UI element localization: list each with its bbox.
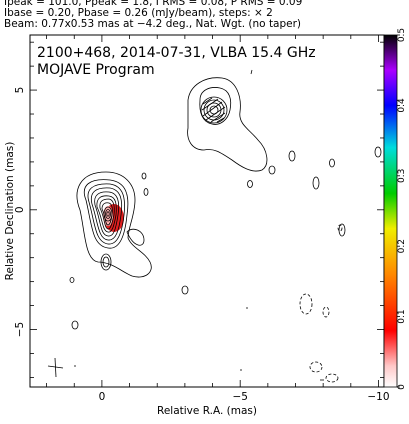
chart-subtitle: MOJAVE Program [37,62,155,78]
axis-tick-labels: 0 −5 −10 −5 0 5 [14,87,390,403]
colorbar-tick-label: 0.5 [397,28,407,42]
beam-marker [47,357,64,378]
colorbar-tick-label: 0.1 [397,309,407,323]
header-line-1: Ipeak = 101.0, Ppeak = 1.8, I RMS = 0.08… [4,0,303,8]
x-axis-label: Relative R.A. (mas) [157,405,257,417]
y-tick-label: −5 [14,322,26,337]
colorbar [383,34,398,388]
plot-frame [29,34,385,388]
x-tick-label: 0 [99,391,106,403]
colorbar-tick-label: 0.4 [397,98,407,113]
y-tick-label: 5 [14,87,26,94]
header-line-3: Beam: 0.77x0.53 mas at −4.2 deg., Nat. W… [4,18,302,30]
noise-contours [69,69,382,381]
y-axis-label: Relative Declination (mas) [4,142,16,281]
colorbar-tick-label: 0.3 [397,169,407,183]
chart-title: 2100+468, 2014-07-31, VLBA 15.4 GHz [37,45,316,61]
colorbar-tick-label: 0 [397,384,407,390]
map-content [47,69,382,383]
negative-contours [299,224,343,383]
jet-knot-contours [187,77,268,172]
axis-ticks [30,35,384,387]
x-tick-label: −10 [367,391,389,403]
header-line-2: Ibase = 0.20, Pbase = 0.26 (mJy/beam), s… [4,7,273,19]
colorbar-ticks: 0 0.1 0.2 0.3 0.4 0.5 [397,28,407,390]
y-tick-label: 0 [14,206,26,213]
core-contours [76,171,152,278]
x-tick-label: −5 [232,391,247,403]
colorbar-tick-label: 0.2 [397,239,407,253]
